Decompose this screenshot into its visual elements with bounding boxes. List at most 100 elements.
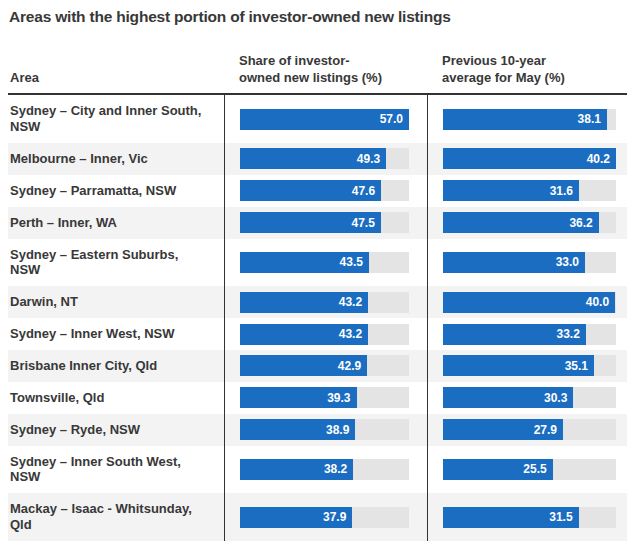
prev-bar-track: 38.1	[443, 109, 616, 130]
table-row: Sydney – Eastern Suburbs, NSW 43.5 33.0	[8, 239, 627, 287]
prev-bar-cell: 35.1	[427, 350, 627, 382]
share-bar: 42.9	[240, 355, 367, 376]
prev-bar-cell: 25.5	[427, 446, 627, 494]
share-bar: 38.9	[240, 419, 355, 440]
share-bar-track: 57.0	[240, 109, 409, 130]
table-row: Darwin, NT 43.2 40.0	[8, 286, 627, 318]
share-bar-track: 47.5	[240, 212, 409, 233]
prev-value-label: 33.2	[557, 327, 586, 341]
share-value-label: 43.2	[339, 295, 368, 309]
share-bar-cell: 38.2	[224, 446, 427, 494]
share-value-label: 49.3	[357, 152, 386, 166]
share-bar: 37.9	[240, 507, 352, 528]
share-value-label: 43.2	[339, 327, 368, 341]
prev-bar-track: 31.5	[443, 507, 616, 528]
area-label: Sydney – City and Inner South, NSW	[8, 95, 224, 143]
area-label: Sydney – Ryde, NSW	[8, 414, 224, 446]
prev-bar-cell: 33.2	[427, 318, 627, 350]
column-header-area: Area	[8, 70, 224, 87]
share-bar-cell: 38.9	[224, 414, 427, 446]
prev-value-label: 40.2	[587, 152, 616, 166]
share-bar-cell: 43.2	[224, 318, 427, 350]
area-label: Mackay – Isaac - Whitsunday, Qld	[8, 493, 224, 541]
prev-bar: 33.2	[443, 324, 586, 345]
share-bar-cell: 43.2	[224, 286, 427, 318]
prev-bar-track: 33.2	[443, 324, 616, 345]
share-bar: 47.6	[240, 180, 381, 201]
share-bar: 38.2	[240, 459, 353, 480]
prev-bar-cell: 31.5	[427, 493, 627, 541]
share-bar-cell: 47.5	[224, 207, 427, 239]
share-bar-track: 43.2	[240, 292, 409, 313]
share-bar: 47.5	[240, 212, 381, 233]
share-bar-cell: 42.9	[224, 350, 427, 382]
share-bar-cell: 39.3	[224, 382, 427, 414]
column-header-share: Share of investor- owned new listings (%…	[224, 53, 427, 86]
area-label: Sydney – Parramatta, NSW	[8, 175, 224, 207]
prev-bar-track: 40.0	[443, 292, 616, 313]
area-label: Perth – Inner, WA	[8, 207, 224, 239]
share-value-label: 43.5	[340, 255, 369, 269]
prev-value-label: 33.0	[556, 255, 585, 269]
prev-bar-track: 33.0	[443, 252, 616, 273]
share-value-label: 37.9	[323, 510, 352, 524]
prev-value-label: 36.2	[569, 216, 598, 230]
share-bar: 43.2	[240, 324, 368, 345]
prev-value-label: 27.9	[534, 423, 563, 437]
share-bar: 57.0	[240, 109, 409, 130]
share-value-label: 47.5	[351, 216, 380, 230]
prev-value-label: 30.3	[544, 391, 573, 405]
area-label: Sydney – Eastern Suburbs, NSW	[8, 239, 224, 287]
share-value-label: 42.9	[338, 359, 367, 373]
table-row: Melbourne – Inner, Vic 49.3 40.2	[8, 143, 627, 175]
prev-value-label: 38.1	[578, 112, 607, 126]
prev-bar-track: 27.9	[443, 419, 616, 440]
prev-bar-cell: 40.0	[427, 286, 627, 318]
share-bar-cell: 49.3	[224, 143, 427, 175]
prev-bar: 31.5	[443, 507, 579, 528]
prev-bar-track: 35.1	[443, 355, 616, 376]
share-bar-cell: 47.6	[224, 175, 427, 207]
prev-bar: 38.1	[443, 109, 607, 130]
table-row: Sydney – Ryde, NSW 38.9 27.9	[8, 414, 627, 446]
prev-bar-track: 40.2	[443, 148, 616, 169]
share-bar-cell: 37.9	[224, 493, 427, 541]
table-row: Townsville, Qld 39.3 30.3	[8, 382, 627, 414]
prev-bar-cell: 40.2	[427, 143, 627, 175]
share-bar-track: 43.2	[240, 324, 409, 345]
share-value-label: 47.6	[352, 184, 381, 198]
prev-bar-cell: 27.9	[427, 414, 627, 446]
share-bar-track: 39.3	[240, 387, 409, 408]
share-bar: 39.3	[240, 387, 357, 408]
prev-value-label: 31.6	[550, 184, 579, 198]
prev-bar-track: 30.3	[443, 387, 616, 408]
prev-value-label: 40.0	[586, 295, 615, 309]
share-bar: 43.2	[240, 292, 368, 313]
prev-value-label: 35.1	[565, 359, 594, 373]
prev-bar-track: 36.2	[443, 212, 616, 233]
table-row: Sydney – City and Inner South, NSW 57.0 …	[8, 95, 627, 143]
share-value-label: 38.2	[324, 462, 353, 476]
share-bar-track: 49.3	[240, 148, 409, 169]
share-value-label: 57.0	[380, 112, 409, 126]
prev-bar-cell: 38.1	[427, 95, 627, 143]
share-bar: 43.5	[240, 252, 369, 273]
share-value-label: 39.3	[327, 391, 356, 405]
prev-bar: 36.2	[443, 212, 599, 233]
prev-bar-track: 31.6	[443, 180, 616, 201]
prev-bar: 27.9	[443, 419, 563, 440]
table-row: Mackay – Isaac - Whitsunday, Qld 37.9 31…	[8, 493, 627, 541]
prev-bar-cell: 36.2	[427, 207, 627, 239]
prev-bar-track: 25.5	[443, 459, 616, 480]
share-bar-track: 37.9	[240, 507, 409, 528]
table-row: Sydney – Inner West, NSW 43.2 33.2	[8, 318, 627, 350]
chart-table: Areas with the highest portion of invest…	[0, 0, 627, 551]
prev-bar-cell: 33.0	[427, 239, 627, 287]
area-label: Townsville, Qld	[8, 382, 224, 414]
prev-bar-cell: 31.6	[427, 175, 627, 207]
area-label: Sydney – Inner South West, NSW	[8, 446, 224, 494]
table-body: Sydney – City and Inner South, NSW 57.0 …	[8, 95, 627, 541]
share-bar-cell: 57.0	[224, 95, 427, 143]
share-bar-cell: 43.5	[224, 239, 427, 287]
area-label: Sydney – Inner West, NSW	[8, 318, 224, 350]
